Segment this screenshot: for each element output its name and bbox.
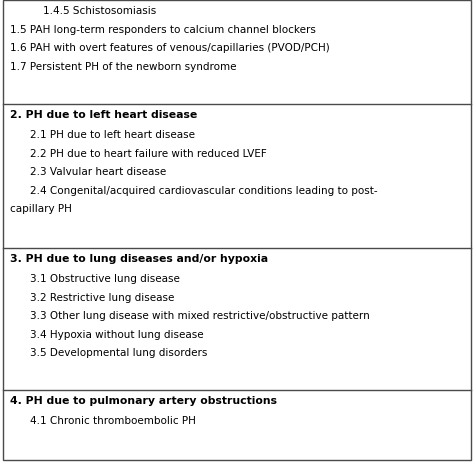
Text: 3.4 Hypoxia without lung disease: 3.4 Hypoxia without lung disease: [30, 330, 204, 340]
Text: 3.3 Other lung disease with mixed restrictive/obstructive pattern: 3.3 Other lung disease with mixed restri…: [30, 311, 370, 321]
Text: capillary PH: capillary PH: [10, 204, 72, 214]
Text: 3.5 Developmental lung disorders: 3.5 Developmental lung disorders: [30, 348, 207, 358]
Text: 1.4.5 Schistosomiasis: 1.4.5 Schistosomiasis: [30, 6, 156, 16]
Text: 2.3 Valvular heart disease: 2.3 Valvular heart disease: [30, 167, 166, 177]
Text: 1.5 PAH long-term responders to calcium channel blockers: 1.5 PAH long-term responders to calcium …: [10, 25, 316, 35]
Text: 4.1 Chronic thromboembolic PH: 4.1 Chronic thromboembolic PH: [30, 416, 196, 426]
Text: 2.4 Congenital/acquired cardiovascular conditions leading to post-: 2.4 Congenital/acquired cardiovascular c…: [30, 186, 378, 196]
Text: 2.2 PH due to heart failure with reduced LVEF: 2.2 PH due to heart failure with reduced…: [30, 149, 267, 159]
Text: 1.7 Persistent PH of the newborn syndrome: 1.7 Persistent PH of the newborn syndrom…: [10, 62, 237, 72]
Text: 3. PH due to lung diseases and/or hypoxia: 3. PH due to lung diseases and/or hypoxi…: [10, 254, 268, 264]
Text: 4. PH due to pulmonary artery obstructions: 4. PH due to pulmonary artery obstructio…: [10, 396, 277, 406]
Text: 3.2 Restrictive lung disease: 3.2 Restrictive lung disease: [30, 293, 174, 303]
Text: 2. PH due to left heart disease: 2. PH due to left heart disease: [10, 110, 197, 120]
Text: 2.1 PH due to left heart disease: 2.1 PH due to left heart disease: [30, 130, 195, 140]
Text: 3.1 Obstructive lung disease: 3.1 Obstructive lung disease: [30, 274, 180, 284]
Text: 1.6 PAH with overt features of venous/capillaries (PVOD/PCH): 1.6 PAH with overt features of venous/ca…: [10, 43, 330, 53]
